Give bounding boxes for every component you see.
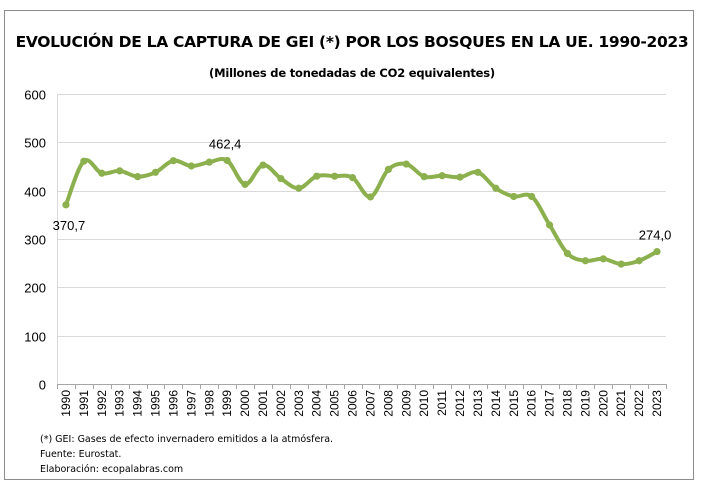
data-point — [456, 173, 464, 181]
x-tick-label: 2018 — [560, 390, 574, 417]
y-tick-label: 600 — [24, 88, 46, 103]
data-point — [599, 255, 607, 263]
data-point — [420, 173, 428, 181]
gridlines — [57, 94, 666, 384]
x-tick-label: 2003 — [292, 390, 306, 417]
data-point — [331, 172, 339, 180]
data-point — [169, 157, 178, 165]
data-point — [241, 180, 249, 188]
x-tick-label: 2012 — [453, 390, 467, 417]
chart-title: EVOLUCIÓN DE LA CAPTURA DE GEI (*) POR L… — [15, 33, 689, 51]
data-point — [98, 169, 106, 177]
data-point — [295, 184, 303, 192]
x-tick-label: 2023 — [650, 390, 664, 417]
chart-subtitle: (Millones de tonedadas de CO2 equivalent… — [209, 66, 495, 80]
x-tick-label: 2010 — [417, 390, 431, 417]
x-tick-label: 2017 — [543, 390, 557, 417]
x-tick-label: 2015 — [507, 390, 521, 417]
x-tick-label: 2005 — [328, 390, 342, 417]
data-point — [563, 249, 572, 258]
y-tick-label: 200 — [24, 281, 46, 296]
chart-notes: (*) GEI: Gases de efecto invernadero emi… — [40, 432, 333, 477]
data-point — [545, 221, 554, 229]
chart-frame — [4, 10, 694, 480]
series-line — [63, 157, 660, 267]
x-tick-label: 2013 — [471, 390, 485, 417]
series-layer — [62, 156, 661, 268]
x-tick-label: 2002 — [274, 390, 288, 417]
data-point — [116, 167, 124, 175]
data-point — [384, 165, 392, 173]
x-tick-label: 2021 — [614, 390, 628, 417]
x-tick-label: 2014 — [489, 390, 503, 417]
x-tick-label: 2009 — [399, 390, 413, 417]
y-tick-label: 300 — [24, 233, 46, 248]
data-point — [80, 157, 88, 165]
x-tick-label: 1997 — [184, 390, 198, 417]
note-source: Fuente: Eurostat. — [40, 449, 122, 460]
x-tick-label: 2004 — [310, 390, 324, 417]
data-point — [438, 172, 446, 180]
x-tick-label: 1994 — [131, 390, 145, 417]
x-tick-label: 1995 — [149, 390, 163, 417]
data-point — [653, 247, 661, 256]
data-point — [617, 260, 625, 268]
data-point — [205, 158, 213, 166]
note-author: Elaboración: ecopalabras.com — [40, 464, 184, 475]
data-point — [348, 174, 357, 182]
data-point — [313, 172, 321, 180]
y-tick-label: 100 — [24, 330, 46, 345]
y-tick-label: 0 — [39, 378, 46, 393]
y-tick-label: 500 — [24, 136, 46, 151]
data-point — [134, 173, 142, 181]
x-tick-label: 2000 — [238, 390, 252, 417]
data-point — [187, 162, 195, 170]
data-point — [510, 192, 518, 201]
x-tick-label: 1990 — [59, 390, 73, 417]
x-tick-label: 2011 — [435, 390, 449, 416]
data-point — [151, 168, 160, 176]
x-tick-label: 2008 — [381, 390, 395, 417]
x-tick-label: 1998 — [202, 390, 216, 417]
x-axis: 1990 1991 1992 1993 1994 1995 1996 1997 1998 1999… — [57, 384, 667, 417]
data-label: 370,7 — [53, 218, 86, 233]
data-point — [528, 192, 536, 201]
note-gei-definition: (*) GEI: Gases de efecto invernadero emi… — [40, 434, 334, 445]
data-point — [402, 160, 410, 168]
data-point — [62, 201, 70, 209]
y-tick-label: 400 — [24, 185, 46, 200]
x-tick-label: 2016 — [525, 390, 539, 417]
x-tick-label: 2007 — [363, 390, 377, 417]
data-labels: 370,7 462,4 274,0 — [53, 137, 672, 243]
x-tick-label: 2022 — [632, 390, 646, 417]
x-tick-label: 2020 — [596, 390, 610, 417]
data-point — [581, 257, 589, 265]
data-point — [635, 257, 643, 265]
x-tick-label: 1996 — [166, 390, 180, 417]
data-point — [277, 174, 285, 183]
x-tick-label: 2019 — [578, 390, 592, 417]
data-point — [474, 168, 482, 176]
x-tick-label: 1992 — [95, 390, 109, 417]
x-tick-label: 1991 — [77, 390, 91, 417]
y-axis-ticks: 0 100 200 300 400 500 600 — [24, 88, 46, 393]
data-point — [366, 193, 375, 201]
x-tick-label: 1999 — [220, 390, 234, 417]
data-point — [259, 161, 267, 169]
data-label: 462,4 — [209, 137, 242, 152]
x-tick-label: 1993 — [113, 390, 127, 417]
x-tick-label: 2006 — [346, 390, 360, 417]
x-tick-label: 2001 — [256, 390, 270, 417]
data-point — [223, 156, 231, 165]
data-point — [492, 184, 500, 192]
data-label: 274,0 — [639, 228, 672, 243]
